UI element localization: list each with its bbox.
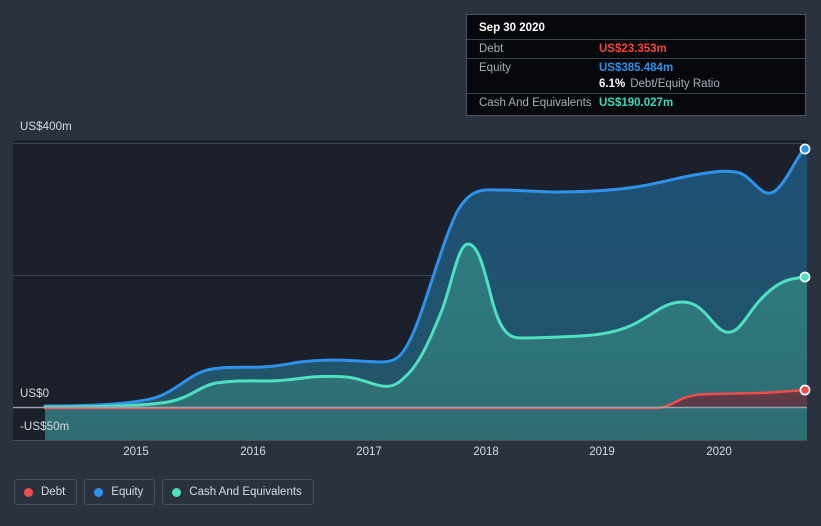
tooltip-cash-label: Cash And Equivalents bbox=[479, 97, 592, 109]
legend-item-debt[interactable]: Debt bbox=[14, 479, 78, 505]
cash-endpoint-marker[interactable] bbox=[799, 271, 811, 283]
y-axis-label-bottom: -US$50m bbox=[20, 421, 70, 433]
x-axis-label-2016: 2016 bbox=[240, 446, 266, 458]
tooltip-ratio-text: Debt/Equity Ratio bbox=[630, 78, 720, 90]
legend-label-cash: Cash And Equivalents bbox=[189, 486, 302, 498]
debt-line bbox=[43, 388, 807, 410]
cash-area bbox=[45, 244, 807, 440]
tooltip-debt-label: Debt bbox=[479, 43, 504, 55]
legend-item-cash[interactable]: Cash And Equivalents bbox=[162, 479, 314, 505]
legend-dot-cash-icon bbox=[172, 487, 182, 497]
y-axis-label-top: US$400m bbox=[20, 121, 72, 133]
debt-endpoint-marker[interactable] bbox=[799, 384, 811, 396]
cash-line bbox=[43, 242, 807, 409]
x-axis-label-2020: 2020 bbox=[706, 446, 732, 458]
x-axis-label-2018: 2018 bbox=[473, 446, 499, 458]
x-axis-label-2019: 2019 bbox=[589, 446, 615, 458]
legend-dot-equity-icon bbox=[94, 487, 104, 497]
tooltip-debt-value: US$23.353m bbox=[599, 43, 667, 55]
legend-item-equity[interactable]: Equity bbox=[84, 479, 156, 505]
tooltip-cash-value: US$190.027m bbox=[599, 97, 674, 109]
tooltip-date: Sep 30 2020 bbox=[479, 22, 545, 34]
y-axis-label-zero: US$0 bbox=[20, 388, 50, 400]
tooltip-row-ratio: 6.1% Debt/Equity Ratio bbox=[467, 77, 805, 93]
tooltip-equity-label: Equity bbox=[479, 62, 511, 74]
tooltip-row-debt: Debt US$23.353m bbox=[467, 39, 805, 58]
tooltip-row-cash: Cash And Equivalents US$190.027m bbox=[467, 93, 805, 112]
x-axis-label-2015: 2015 bbox=[123, 446, 149, 458]
tooltip-row-equity: Equity US$385.484m bbox=[467, 58, 805, 77]
legend-label-equity: Equity bbox=[111, 486, 144, 498]
x-axis-label-2017: 2017 bbox=[356, 446, 382, 458]
tooltip-equity-value: US$385.484m bbox=[599, 62, 674, 74]
equity-endpoint-marker[interactable] bbox=[799, 143, 811, 155]
chart-legend: Debt Equity Cash And Equivalents bbox=[14, 479, 314, 505]
equity-line bbox=[43, 147, 807, 408]
chart-tooltip: Sep 30 2020 Debt US$23.353m Equity US$38… bbox=[466, 14, 806, 116]
tooltip-ratio-value: 6.1% bbox=[599, 78, 626, 90]
legend-label-debt: Debt bbox=[41, 486, 66, 498]
debt-area bbox=[45, 390, 807, 408]
legend-dot-debt-icon bbox=[24, 487, 33, 497]
